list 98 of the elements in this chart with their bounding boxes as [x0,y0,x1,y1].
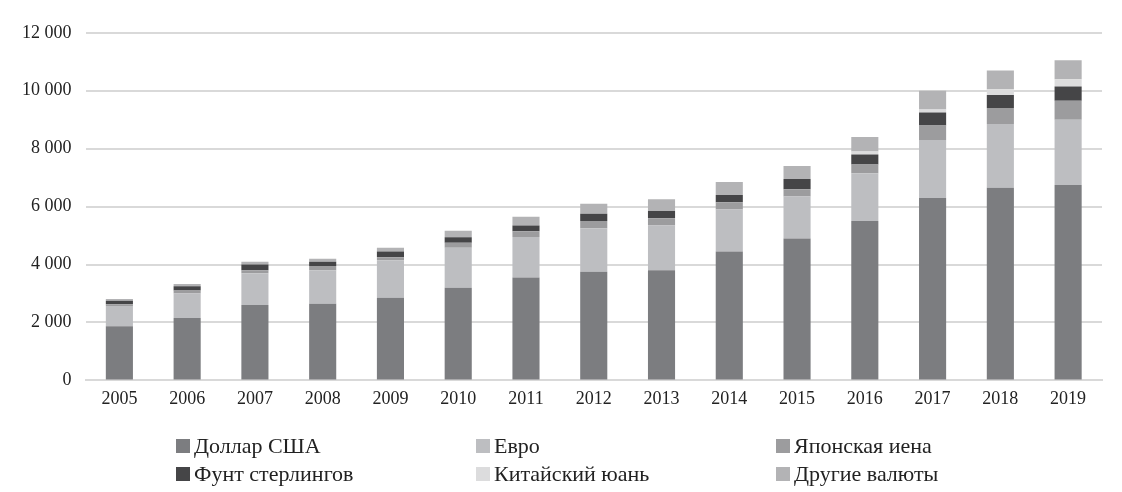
x-tick-label: 2008 [304,387,341,408]
x-tick-label: 2014 [711,387,748,408]
bar [919,90,947,110]
bar [444,242,472,248]
bar [783,179,811,190]
bar [986,70,1014,90]
bar [444,247,472,288]
bar [647,270,676,380]
x-tick-label: 2011 [508,387,544,408]
bar [241,270,269,274]
y-tick-label: 0 [62,369,72,390]
bar [444,287,472,380]
bar [512,231,540,238]
bar [851,154,879,165]
bar [376,260,404,298]
bar [1054,60,1082,80]
bar [444,237,472,243]
x-tick-label: 2015 [779,387,816,408]
bar [241,261,269,265]
y-tick-label: 4 000 [31,253,72,274]
bar [986,187,1014,380]
bar [1054,100,1082,120]
bar [851,137,879,152]
bar [309,270,337,304]
bar [580,213,608,222]
bar [986,124,1014,188]
x-tick-label: 2018 [982,387,1019,408]
bar [919,125,947,140]
x-tick-label: 2013 [643,387,680,408]
bar [783,238,811,380]
y-tick-label: 10 000 [22,79,72,100]
bar [241,273,269,306]
x-tick-label: 2009 [372,387,409,408]
bar [986,108,1014,125]
bar [105,326,133,380]
bar [444,230,472,238]
legend-label: Китайский юань [494,461,650,487]
bar [580,221,608,229]
y-tick-label: 8 000 [31,137,72,158]
x-tick-label: 2017 [914,387,951,408]
y-tick-label: 6 000 [31,195,72,216]
legend-label: Фунт стерлингов [194,461,354,487]
x-tick-label: 2019 [1050,387,1087,408]
legend-label: Другие валюты [794,461,939,487]
bar [715,251,743,380]
bar [647,225,676,271]
bar [376,251,404,258]
x-tick-label: 2007 [236,387,273,408]
bar [1054,79,1082,87]
bar [173,293,201,319]
bar [173,318,201,380]
legend-label: Японская иена [794,433,932,459]
bar [1054,119,1082,185]
bar [309,258,337,262]
bar [919,112,947,126]
bar [173,290,201,294]
bar [376,297,404,380]
bar [580,203,608,214]
bar [715,181,743,196]
bar [851,173,879,222]
bar [851,164,879,174]
bar [986,95,1014,109]
bar [309,261,337,266]
bar [919,139,947,198]
x-tick-label: 2012 [575,387,612,408]
bar [105,305,133,327]
bar [512,277,540,380]
bar [919,197,947,380]
bar [241,305,269,380]
bar [783,196,811,239]
bar [647,210,676,219]
y-tick-label: 12 000 [22,21,72,42]
bar [783,166,811,180]
bar [309,265,337,271]
bar [851,221,879,380]
x-tick-label: 2006 [169,387,206,408]
bar [580,228,608,272]
y-tick-label: 2 000 [31,311,72,332]
bar [647,218,676,226]
bar [715,202,743,210]
x-tick-label: 2005 [101,387,138,408]
bar [647,199,676,211]
bar [580,271,608,380]
bar [512,216,540,226]
legend-label: Доллар США [194,433,321,459]
legend-label: Евро [494,433,540,459]
bar [376,257,404,261]
bar [512,237,540,278]
x-tick-label: 2010 [440,387,477,408]
bar [783,189,811,197]
bar [309,303,337,380]
bar [1054,184,1082,380]
bar [173,286,201,291]
bar [512,225,540,232]
x-tick-label: 2016 [846,387,883,408]
bar [715,195,743,203]
bar [715,209,743,252]
bar [1054,86,1082,101]
